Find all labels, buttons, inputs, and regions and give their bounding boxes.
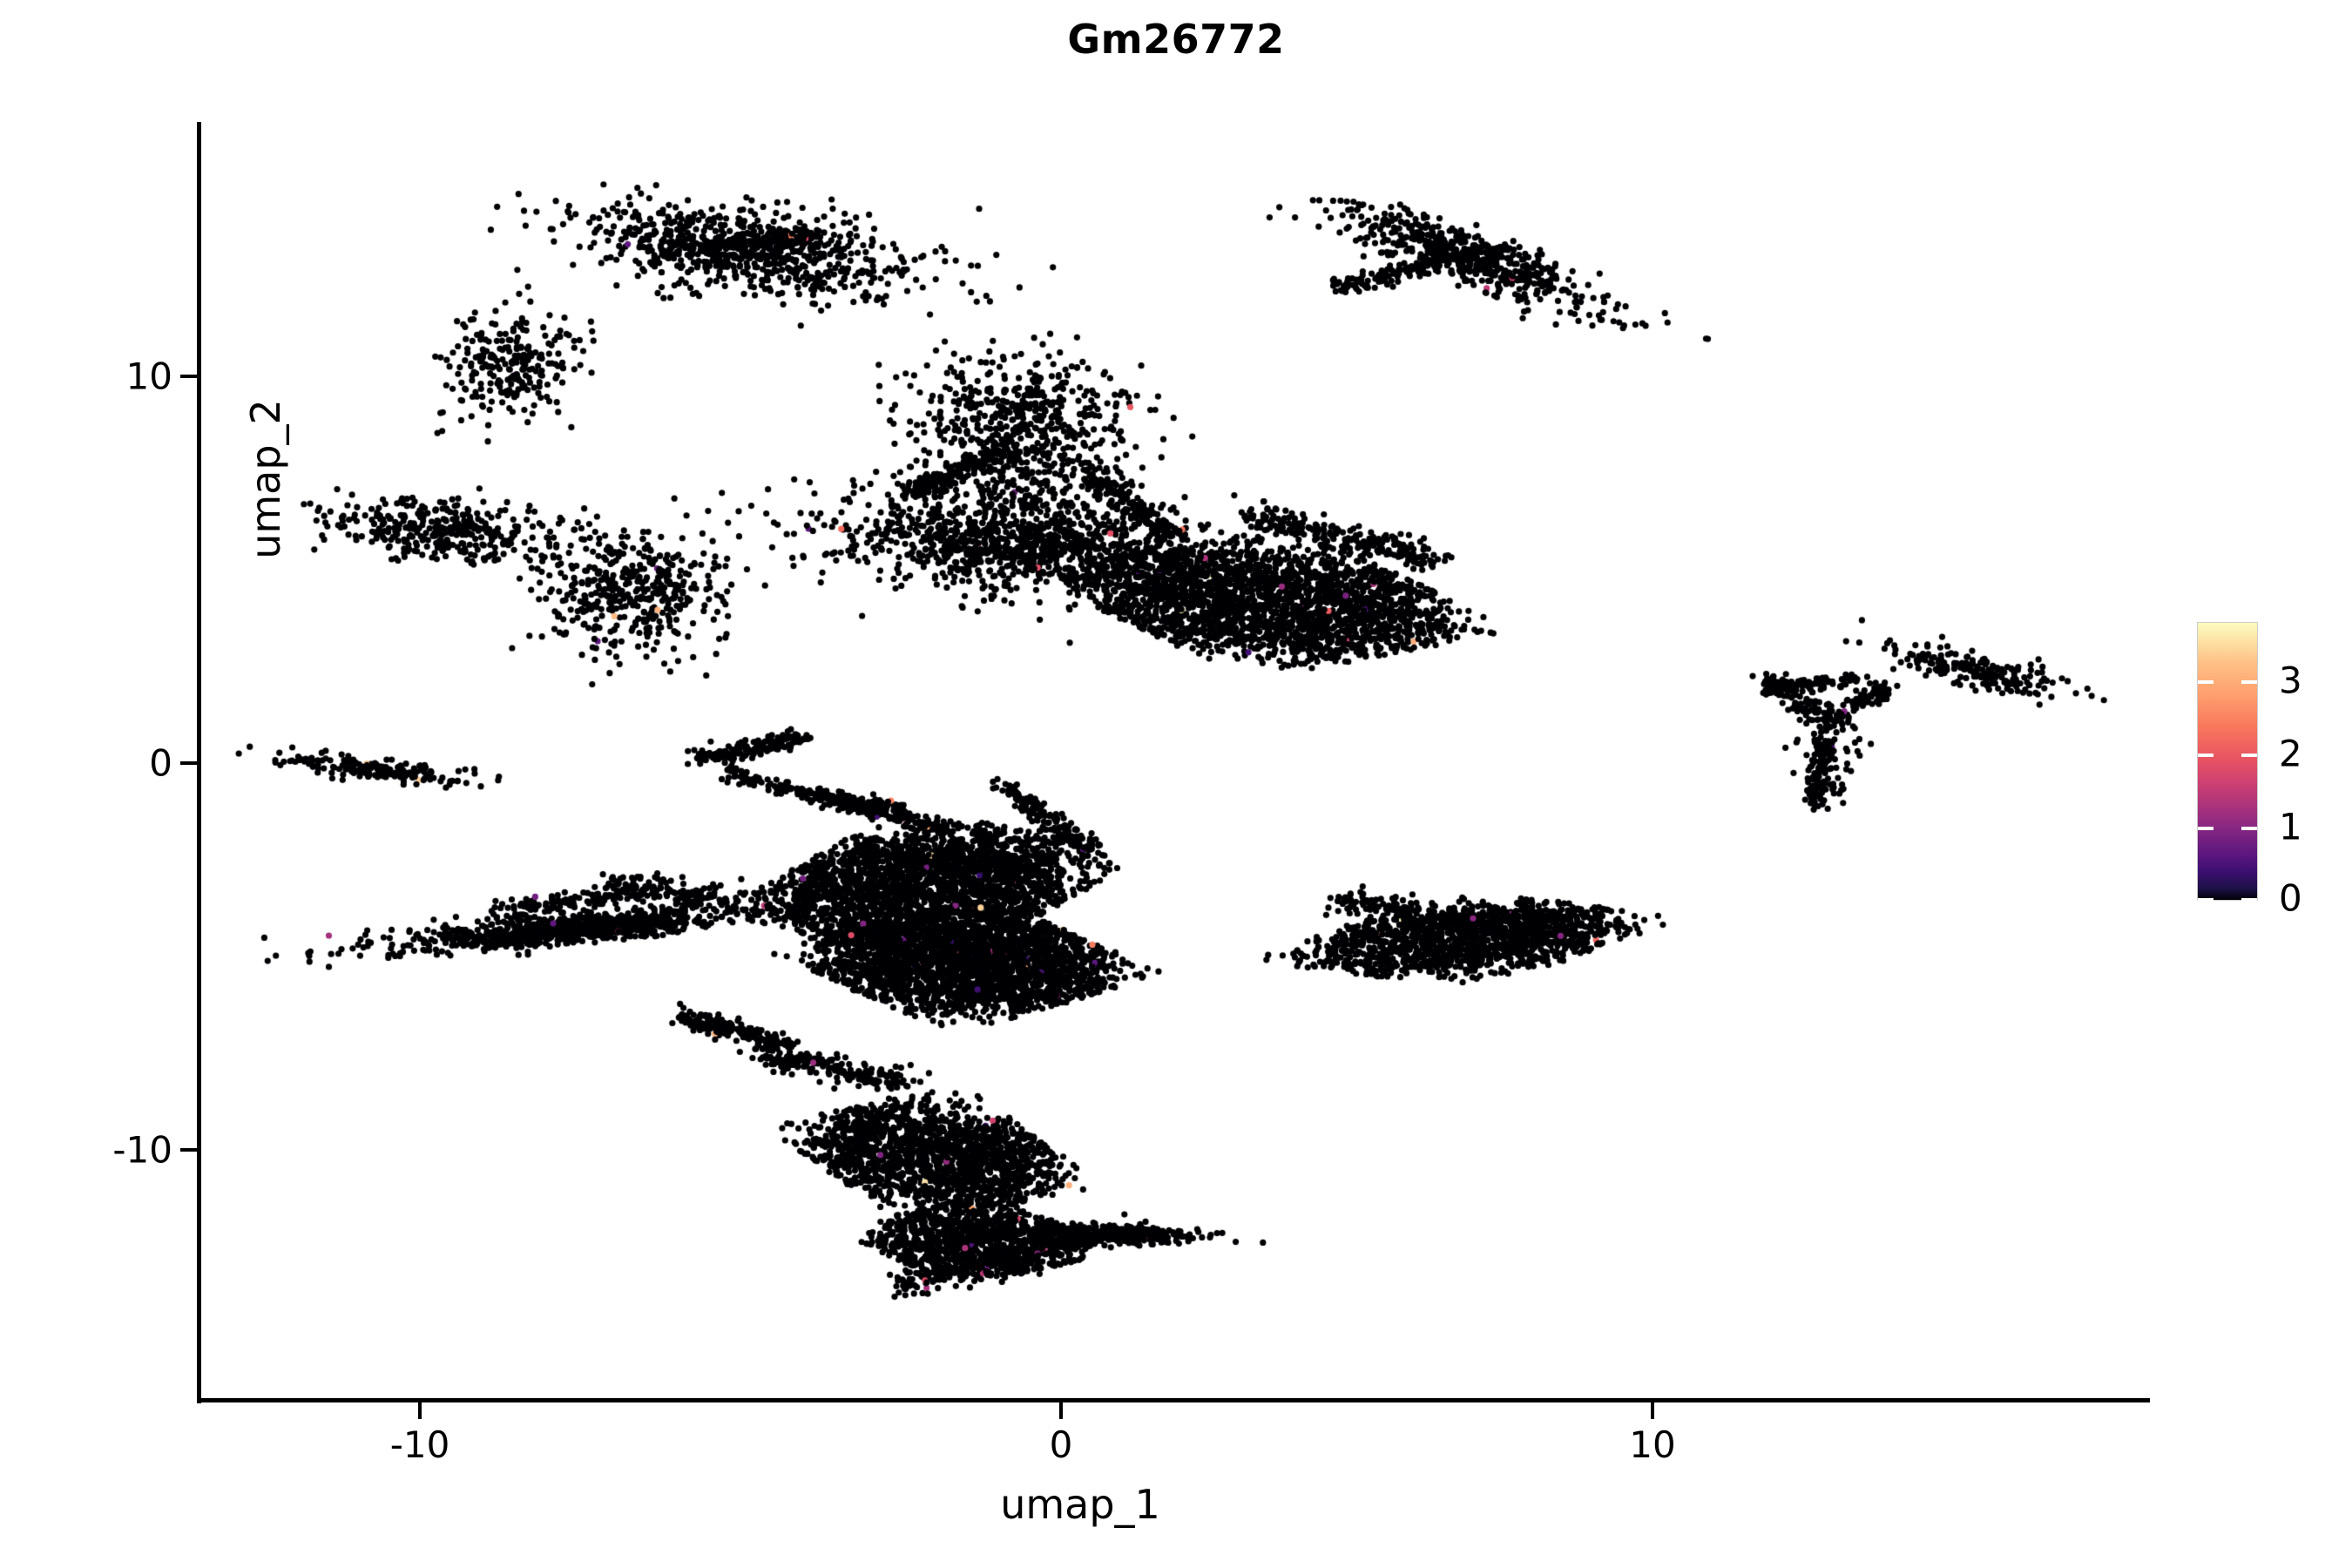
colorbar-tick-label: 3 xyxy=(2279,659,2302,702)
colorbar-tick-mark xyxy=(2241,680,2257,684)
colorbar-tick-label: 0 xyxy=(2279,876,2302,920)
y-axis-label-wrap: umap_2 xyxy=(31,399,289,1324)
y-tick-mark xyxy=(180,375,197,378)
page-title: Gm26772 xyxy=(1067,16,1285,63)
colorbar-tick-mark xyxy=(2241,827,2257,830)
y-tick-mark xyxy=(180,1148,197,1152)
y-tick-label: -10 xyxy=(112,1128,172,1172)
colorbar-tick-mark xyxy=(2241,898,2257,902)
x-axis-label: umap_1 xyxy=(1000,1481,1160,1528)
colorbar-tick-mark xyxy=(2198,827,2213,830)
x-tick-mark xyxy=(418,1402,422,1419)
x-tick-mark xyxy=(1059,1402,1063,1419)
x-tick-label: -10 xyxy=(389,1423,450,1466)
colorbar-tick-mark xyxy=(2198,754,2213,757)
scatter-points-canvas xyxy=(199,122,2150,1401)
y-tick-label: 10 xyxy=(125,355,172,398)
y-axis-label: umap_2 xyxy=(242,399,289,559)
x-tick-mark xyxy=(1651,1402,1654,1419)
colorbar-tick-mark xyxy=(2198,898,2213,902)
x-tick-label: 0 xyxy=(1049,1423,1073,1466)
y-tick-mark xyxy=(180,761,197,765)
y-tick-label: 0 xyxy=(149,741,172,785)
y-axis-spine xyxy=(197,122,201,1403)
scatter-plot-area xyxy=(199,122,2150,1401)
x-axis-spine xyxy=(197,1398,2150,1402)
colorbar-tick-mark xyxy=(2198,680,2213,684)
colorbar-tick-label: 1 xyxy=(2279,805,2302,848)
colorbar-tick-label: 2 xyxy=(2279,732,2302,775)
x-tick-label: 10 xyxy=(1629,1423,1676,1466)
colorbar-gradient xyxy=(2198,623,2257,900)
colorbar-tick-mark xyxy=(2241,754,2257,757)
